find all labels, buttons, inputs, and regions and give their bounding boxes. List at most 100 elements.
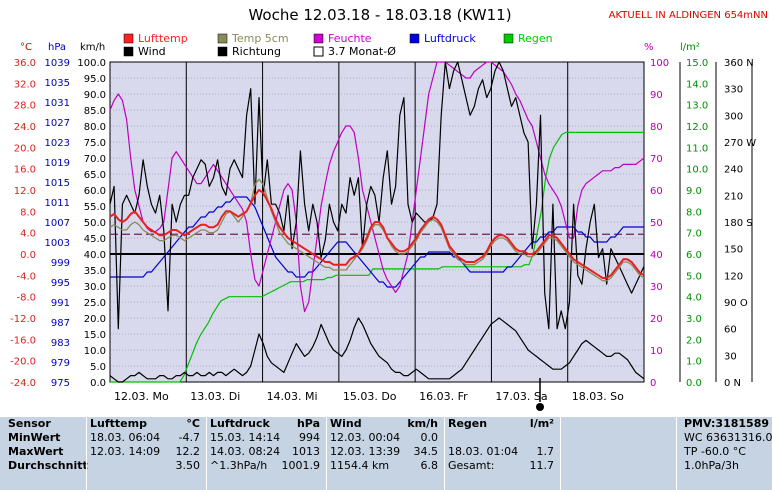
- stats-col-rain: Regen l/m² 18.03. 01:04 1.7 Gesamt: 11.7: [448, 417, 558, 490]
- chart-title: Woche 12.03.18 - 18.03.18 (KW11): [248, 6, 511, 24]
- legend-label: Luftdruck: [424, 32, 476, 45]
- stats-col-temp: Lufttemp °C 18.03. 06:04 -4.7 12.03. 14:09…: [90, 417, 204, 490]
- legend-item: Richtung: [217, 45, 281, 58]
- x-tick-label: 16.03. Fr: [419, 390, 468, 403]
- wind-tick-label: 70.0: [84, 154, 106, 165]
- rain-tick-label: 1.0: [686, 357, 702, 368]
- humidity-tick-label: 90: [650, 90, 663, 101]
- legend-swatch: [217, 33, 228, 44]
- pressure-tick-label: 999: [51, 258, 70, 269]
- pressure-tick-label: 995: [51, 278, 70, 289]
- stats-wind-unit: km/h: [407, 417, 438, 430]
- temp-tick-label: -24.0: [10, 378, 36, 389]
- x-axis-labels: 12.03. Mo 13.03. Di 14.03. Mi 15.03. Do 16.0…: [114, 390, 624, 403]
- wind-tick-label: 25.0: [84, 298, 106, 309]
- humidity-tick-label: 10: [650, 346, 663, 357]
- x-tick-label: 12.03. Mo: [114, 390, 169, 403]
- temp-tick-label: 16.0: [14, 165, 36, 176]
- temp-tick-label: -16.0: [10, 335, 36, 346]
- legend-label: 3.7 Monat-Ø: [328, 45, 396, 58]
- stats-pressure-max-value: 1013: [292, 445, 320, 458]
- direction-tick-label: 60: [724, 325, 737, 336]
- stats-pressure-avg-value: 1001.9: [281, 459, 321, 472]
- legend-label: Wind: [138, 45, 166, 58]
- series-regen: [110, 131, 644, 383]
- wind-tick-label: 35.0: [84, 266, 106, 277]
- stats-pmv-row-2: TP -60.0 °C: [684, 445, 746, 458]
- legend-item: 3.7 Monat-Ø: [313, 45, 396, 58]
- humidity-tick-label: 80: [650, 122, 663, 133]
- pressure-tick-label: 1027: [45, 118, 70, 129]
- legend-item: Wind: [123, 45, 166, 58]
- stats-wind-min-time: 12.03. 00:04: [330, 431, 401, 444]
- legend-swatch: [123, 33, 134, 44]
- pressure-tick-label: 1007: [45, 218, 70, 229]
- series-group: [109, 61, 645, 383]
- direction-tick-label: 210: [724, 191, 743, 202]
- x-tick-label: 18.03. So: [572, 390, 624, 403]
- humidity-tick-label: 100: [650, 58, 669, 69]
- rain-tick-label: 5.0: [686, 271, 702, 282]
- pressure-unit-label: hPa: [48, 42, 66, 53]
- stats-rain-min: [448, 431, 558, 445]
- humidity-tick-label: 20: [650, 314, 663, 325]
- stats-rain-total-value: 11.7: [529, 459, 555, 472]
- series-temp-5cm: [109, 178, 645, 282]
- stats-col-pressure: Luftdruck hPa 15.03. 14:14 994 14.03. 08:2…: [210, 417, 324, 490]
- stats-row-min-label: MinWert: [8, 431, 61, 444]
- wind-tick-label: 45.0: [84, 234, 106, 245]
- stats-pressure-title: Luftdruck: [210, 417, 270, 430]
- legend-swatch: [123, 46, 134, 57]
- stats-temp-title: Lufttemp: [90, 417, 147, 430]
- temp-tick-label: 28.0: [14, 101, 36, 112]
- wind-tick-label: 0.0: [90, 378, 106, 389]
- rain-unit-label: l/m²: [680, 42, 700, 53]
- stats-divider: [676, 417, 677, 490]
- wind-tick-label: 20.0: [84, 314, 106, 325]
- humidity-tick-label: 50: [650, 218, 663, 229]
- direction-tick-label: 30: [724, 351, 737, 362]
- wind-tick-label: 100.0: [77, 58, 106, 69]
- stats-pmv-header: PMV:3181589: [684, 417, 770, 430]
- stats-col-pmv: PMV:3181589 WC 63631316.0 TP -60.0 °C 1.…: [684, 417, 772, 490]
- humidity-tick-label: 30: [650, 282, 663, 293]
- series-richtung: [109, 61, 645, 330]
- series-luftdruck: [110, 196, 644, 288]
- series-feuchte: [109, 61, 645, 313]
- rain-tick-label: 3.0: [686, 314, 702, 325]
- stats-wind-avg: 1154.4 km 6.8: [330, 459, 442, 473]
- stats-rain-total: Gesamt: 11.7: [448, 459, 558, 473]
- humidity-tick-label: 70: [650, 154, 663, 165]
- wind-tick-label: 10.0: [84, 346, 106, 357]
- pressure-tick-label: 1035: [45, 78, 70, 89]
- right-axes: 100908070605040302010015.014.013.012.011…: [650, 58, 756, 389]
- rain-tick-label: 9.0: [686, 186, 702, 197]
- stats-wind-title: Wind: [330, 417, 362, 430]
- direction-tick-label: 180 S: [724, 218, 753, 229]
- wind-tick-label: 5.0: [90, 362, 106, 373]
- temp-tick-label: 0.0: [20, 250, 36, 261]
- wind-tick-label: 90.0: [84, 90, 106, 101]
- temp-tick-label: -4.0: [16, 271, 36, 282]
- stats-header-sensor: Sensor: [8, 417, 51, 430]
- wind-tick-label: 65.0: [84, 170, 106, 181]
- sun-marker-icon: [536, 403, 544, 411]
- x-tick-label: 13.03. Di: [190, 390, 240, 403]
- left-axes: 36.0 32.0 28.0 24.0 20.0 16.0 12.0 8.0 4.0 0.0 -4.…: [10, 58, 106, 389]
- stats-pressure-header: Luftdruck hPa: [210, 417, 324, 431]
- wind-tick-label: 15.0: [84, 330, 106, 341]
- stats-rain-title: Regen: [448, 417, 488, 430]
- stats-wind-min: 12.03. 00:04 0.0: [330, 431, 442, 445]
- pressure-tick-label: 991: [51, 298, 70, 309]
- legend-label: Feuchte: [328, 32, 372, 45]
- pressure-tick-label: 1023: [45, 138, 70, 149]
- stats-temp-avg-value: 3.50: [175, 459, 201, 472]
- pressure-tick-label: 1031: [45, 98, 70, 109]
- stats-temp-min: 18.03. 06:04 -4.7: [90, 431, 204, 445]
- stats-pmv-row-3: 1.0hPa/3h: [684, 459, 740, 472]
- stats-divider: [206, 417, 207, 490]
- stats-pmv-row-1: WC 63631316.0: [684, 431, 772, 444]
- pressure-tick-label: 983: [51, 338, 70, 349]
- legend-item: Temp 5cm: [217, 32, 289, 45]
- stats-rain-max-time: 18.03. 01:04: [448, 445, 519, 458]
